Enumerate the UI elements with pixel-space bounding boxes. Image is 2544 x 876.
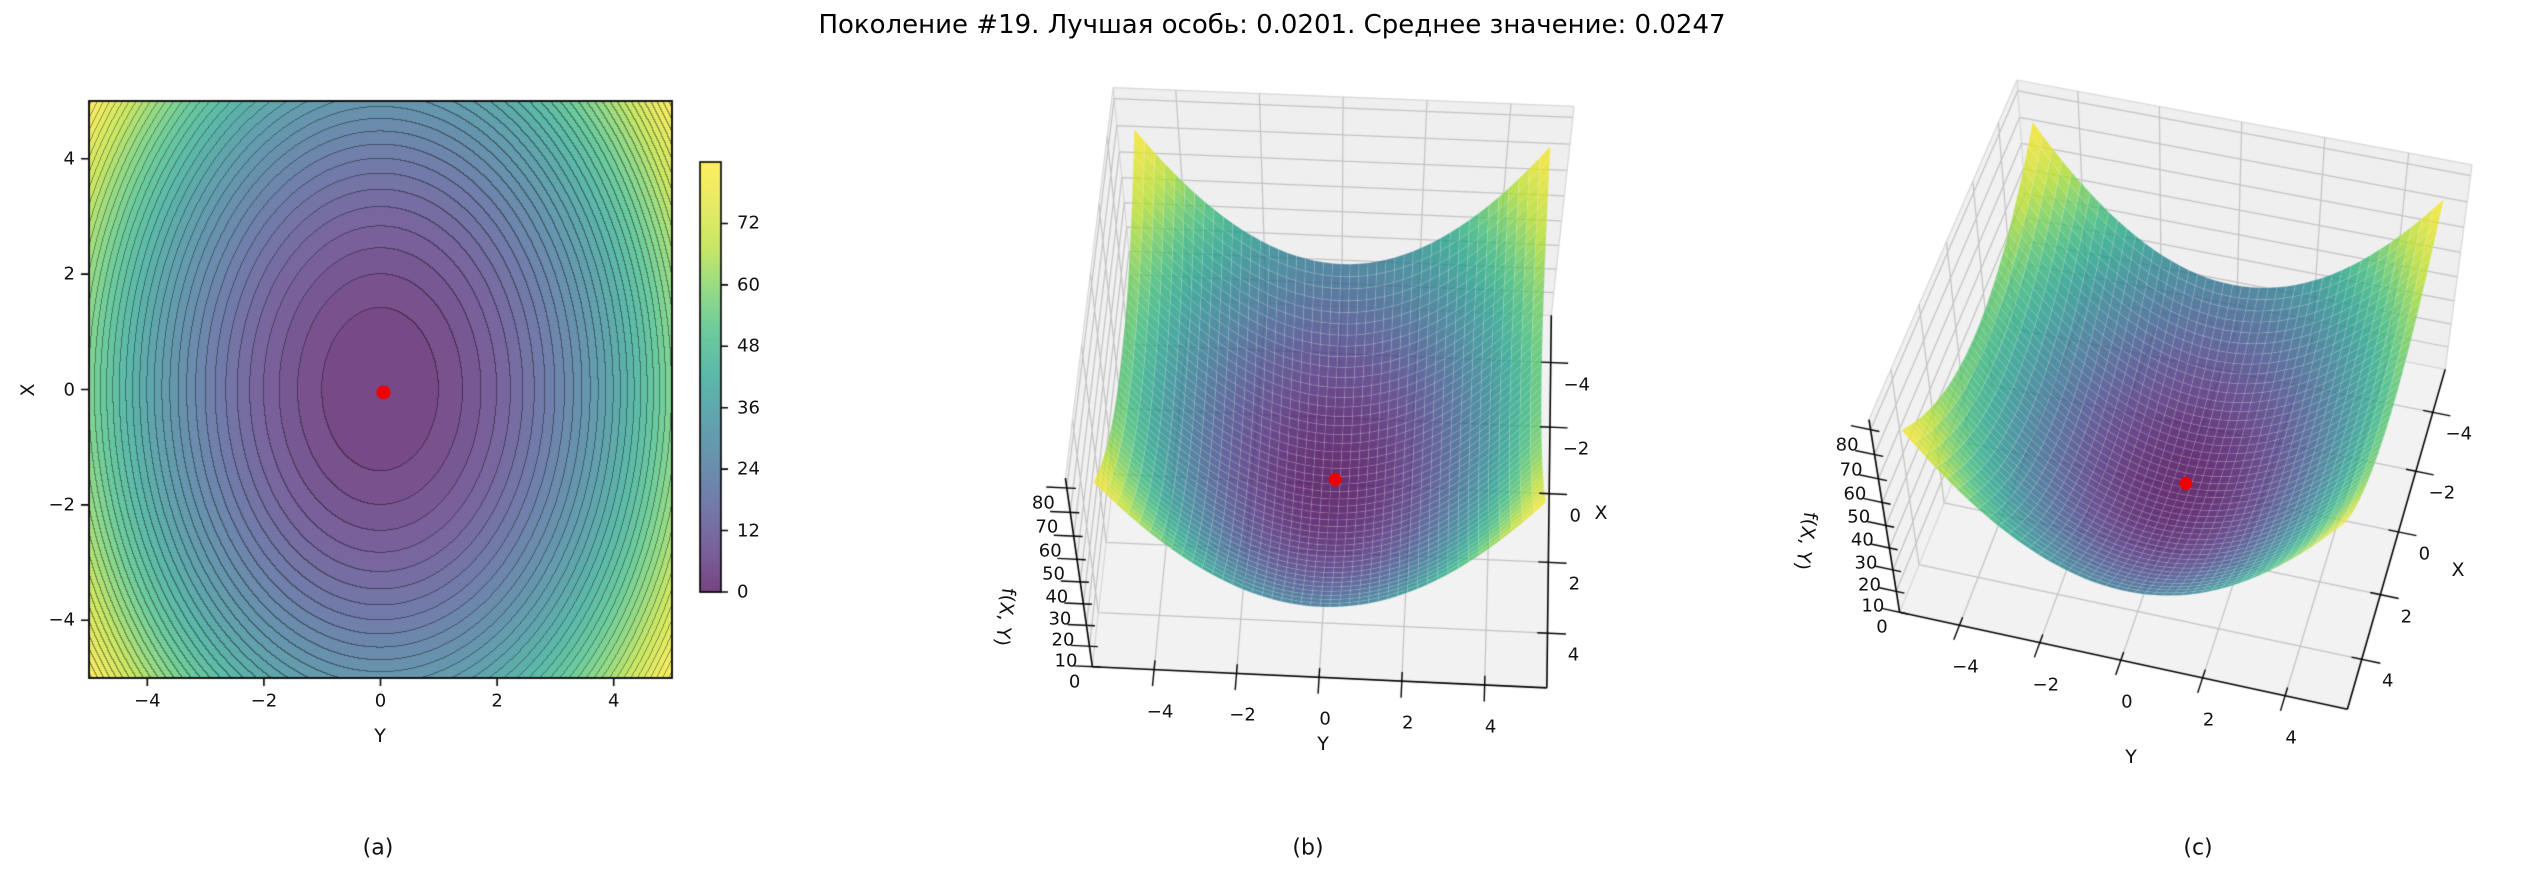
tick-label: −4 (1952, 656, 1979, 678)
tick-label: 80 (1835, 434, 1859, 456)
tick-label: 0 (1319, 708, 1331, 730)
tick-label: 60 (737, 274, 760, 296)
tick-label: 0 (1876, 616, 1888, 638)
tick-label: 2 (1402, 712, 1414, 734)
tick-label: −4 (1146, 701, 1174, 723)
tick-label: 0 (2418, 543, 2431, 565)
tick-label: −2 (2428, 482, 2456, 504)
tick-label: 2 (2400, 606, 2413, 628)
tick-label: −2 (2032, 674, 2060, 696)
c-xaxis-label: X (2451, 559, 2465, 581)
subplot-label-b: (b) (1292, 835, 1324, 861)
tick-label: 70 (1035, 516, 1059, 538)
tick-label: 20 (1051, 629, 1075, 651)
tick-label: −2 (1562, 438, 1590, 460)
c-yaxis-label: Y (2125, 746, 2137, 768)
tick-label: 50 (1042, 563, 1065, 585)
tick-label: −2 (48, 494, 75, 516)
tick-label: 4 (1484, 716, 1497, 738)
tick-label: 0 (374, 690, 387, 712)
tick-label: 10 (1861, 595, 1885, 617)
tick-label: 40 (1850, 529, 1874, 551)
tick-label: 24 (737, 458, 760, 480)
tick-label: 4 (1567, 644, 1580, 666)
tick-label: 72 (737, 212, 760, 234)
tick-label: 0 (2121, 691, 2133, 713)
tick-label: 0 (1068, 671, 1081, 693)
subplot-label-a: (a) (362, 835, 394, 861)
tick-label: 0 (737, 581, 749, 603)
tick-label: −4 (2445, 423, 2473, 445)
tick-label: 30 (1854, 552, 1878, 574)
tick-label: 2 (1568, 573, 1581, 595)
tick-label: −4 (48, 609, 75, 631)
tick-label: 12 (737, 520, 760, 542)
tick-label: 4 (607, 690, 620, 712)
tick-label: 4 (2285, 727, 2297, 749)
tick-label: 40 (1045, 586, 1069, 608)
tick-label: 70 (1839, 459, 1863, 481)
tick-label: −4 (134, 690, 161, 712)
tick-label: 2 (2202, 709, 2215, 731)
tick-label: 4 (2382, 670, 2394, 692)
tick-label: 20 (1858, 574, 1881, 596)
tick-label: 80 (1031, 492, 1055, 514)
tick-label: 2 (491, 690, 503, 712)
tick-label: 50 (1847, 506, 1871, 528)
b-yaxis-label: Y (1317, 733, 1329, 755)
tick-label: 60 (1038, 540, 1062, 562)
tick-label: 48 (737, 335, 760, 357)
tick-label: −4 (1563, 374, 1591, 396)
a-xaxis-label: Y (374, 725, 386, 747)
tick-label: 0 (63, 379, 75, 400)
tick-label: −2 (250, 690, 278, 712)
tick-label: 2 (63, 263, 75, 285)
tick-label: −2 (1229, 704, 1256, 726)
b-xaxis-label: X (1594, 502, 1608, 524)
tick-label: 30 (1048, 608, 1072, 630)
tick-label: 4 (63, 148, 75, 170)
a-yaxis-label: X (17, 383, 39, 397)
subplot-label-c: (c) (2183, 835, 2213, 861)
page-title: Поколение #19. Лучшая особь: 0.0201. Сре… (818, 10, 1726, 40)
tick-label: 36 (737, 397, 760, 419)
tick-label: 60 (1843, 483, 1867, 505)
tick-label: 0 (1569, 505, 1581, 527)
tick-label: 10 (1054, 650, 1078, 672)
